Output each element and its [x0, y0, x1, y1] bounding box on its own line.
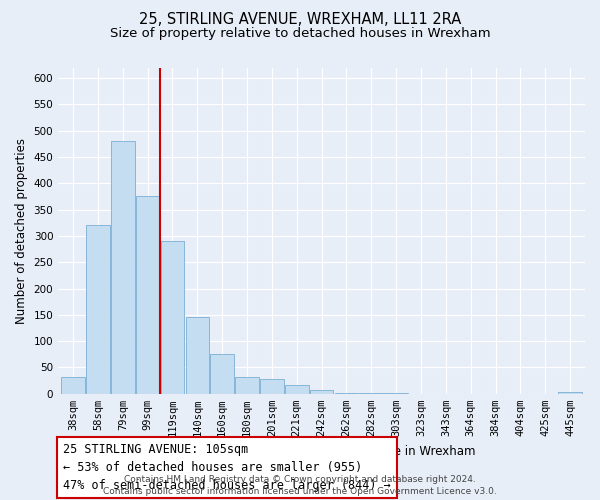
Bar [185, 318, 209, 394]
Bar [260, 378, 284, 394]
Y-axis label: Number of detached properties: Number of detached properties [15, 138, 28, 324]
Text: 25, STIRLING AVENUE, WREXHAM, LL11 2RA: 25, STIRLING AVENUE, WREXHAM, LL11 2RA [139, 12, 461, 28]
Bar [136, 196, 160, 394]
Bar [335, 393, 358, 394]
Bar [111, 141, 134, 394]
Text: Size of property relative to detached houses in Wrexham: Size of property relative to detached ho… [110, 28, 490, 40]
Bar [310, 390, 334, 394]
Text: Contains HM Land Registry data © Crown copyright and database right 2024.
Contai: Contains HM Land Registry data © Crown c… [103, 475, 497, 496]
Bar [285, 386, 308, 394]
Bar [86, 226, 110, 394]
Bar [211, 354, 234, 394]
Bar [235, 377, 259, 394]
X-axis label: Distribution of detached houses by size in Wrexham: Distribution of detached houses by size … [167, 444, 476, 458]
Text: 25 STIRLING AVENUE: 105sqm
← 53% of detached houses are smaller (955)
47% of sem: 25 STIRLING AVENUE: 105sqm ← 53% of deta… [63, 443, 391, 492]
Bar [558, 392, 582, 394]
Bar [161, 241, 184, 394]
Bar [61, 377, 85, 394]
